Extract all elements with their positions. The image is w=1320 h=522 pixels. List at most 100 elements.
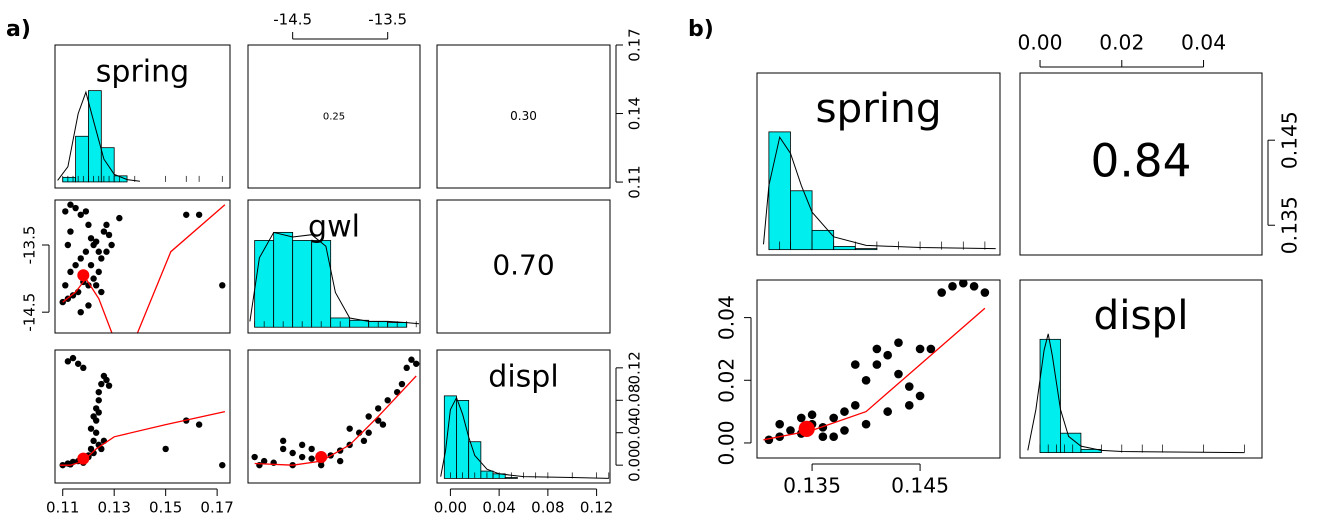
point xyxy=(64,241,72,249)
x-tick-label: 0.135 xyxy=(783,474,841,498)
point xyxy=(67,268,74,276)
point xyxy=(256,461,263,469)
panel-frame xyxy=(756,279,1001,459)
x-tick-label: 0.00 xyxy=(434,499,467,517)
point xyxy=(412,360,420,367)
point xyxy=(926,344,936,354)
point xyxy=(95,397,102,404)
panel-frame xyxy=(436,44,611,189)
point xyxy=(298,453,306,461)
point xyxy=(82,248,90,255)
panel xyxy=(249,231,420,328)
point xyxy=(279,437,287,445)
histogram-bar xyxy=(443,395,457,479)
panel-frame xyxy=(436,349,611,484)
panel-frame xyxy=(247,44,421,189)
density-curve xyxy=(440,396,609,479)
point xyxy=(98,380,105,388)
point xyxy=(764,435,774,445)
point xyxy=(260,457,268,465)
figure-label: a) xyxy=(6,17,31,42)
point xyxy=(69,292,77,299)
histogram-bar xyxy=(1039,338,1061,454)
variable-name: spring xyxy=(96,55,189,90)
point xyxy=(90,437,97,445)
point xyxy=(850,401,860,410)
point xyxy=(105,231,113,239)
histogram-bar xyxy=(768,131,791,251)
x-tick-label: 0.11 xyxy=(46,499,79,517)
y-tick-label: 0.08 xyxy=(626,384,644,417)
panel xyxy=(763,131,996,251)
point xyxy=(904,401,914,410)
panel-frame xyxy=(247,199,421,334)
x-tick-label: 0.00 xyxy=(1017,30,1062,54)
point xyxy=(775,419,784,429)
point xyxy=(829,413,838,423)
x-tick-label: 0.04 xyxy=(1181,30,1226,54)
point xyxy=(108,241,115,249)
point xyxy=(403,364,410,372)
histogram-bar xyxy=(854,248,878,251)
point xyxy=(958,280,968,288)
point xyxy=(69,354,77,362)
point xyxy=(948,281,957,291)
point xyxy=(408,356,415,363)
mean-point xyxy=(77,452,90,465)
mean-point xyxy=(798,420,815,437)
point xyxy=(62,282,69,289)
point xyxy=(883,350,892,360)
point xyxy=(861,419,871,429)
x-tick-label: -13.5 xyxy=(368,11,407,29)
point xyxy=(95,388,102,396)
y-tick-label: -13.5 xyxy=(21,226,39,265)
point xyxy=(807,410,817,420)
point xyxy=(72,204,79,212)
correlation: 0.84 xyxy=(1091,135,1192,188)
point xyxy=(62,208,69,215)
point xyxy=(103,248,110,255)
y-tick-label: 0.145 xyxy=(1278,111,1302,169)
point xyxy=(872,344,882,354)
point xyxy=(183,211,190,218)
point xyxy=(195,211,203,218)
smooth-fit xyxy=(254,375,417,466)
point xyxy=(969,281,979,291)
x-tick-label: 0.08 xyxy=(531,499,564,517)
point xyxy=(219,282,226,289)
density-curve xyxy=(1027,333,1245,454)
point xyxy=(87,425,95,432)
variable-name: gwl xyxy=(308,210,360,245)
point xyxy=(883,407,892,416)
point xyxy=(317,461,325,469)
histogram-bar xyxy=(273,231,294,328)
panel-frame xyxy=(756,72,1001,256)
point xyxy=(289,449,296,457)
histogram-bar xyxy=(254,240,275,328)
histogram-bar xyxy=(811,229,835,251)
density-curve xyxy=(763,135,996,250)
x-tick-label: 0.12 xyxy=(580,499,613,517)
point xyxy=(915,391,925,401)
point xyxy=(77,255,84,262)
point xyxy=(90,275,97,282)
panel xyxy=(1027,333,1245,454)
y-tick-label: 0.11 xyxy=(626,165,644,198)
panel xyxy=(59,201,226,333)
panel xyxy=(440,395,610,479)
point xyxy=(67,228,74,235)
mean-point xyxy=(315,451,328,464)
panel-frame xyxy=(1019,279,1263,459)
panel-frame xyxy=(54,44,231,189)
point xyxy=(85,221,92,229)
point xyxy=(365,413,372,420)
y-tick-label: 0.00 xyxy=(714,420,738,465)
panel-frame xyxy=(54,199,231,334)
panel xyxy=(763,280,990,445)
point xyxy=(95,248,102,255)
point xyxy=(336,457,344,465)
point xyxy=(67,201,74,208)
smooth-fit xyxy=(60,410,226,466)
density-curve xyxy=(57,90,140,182)
